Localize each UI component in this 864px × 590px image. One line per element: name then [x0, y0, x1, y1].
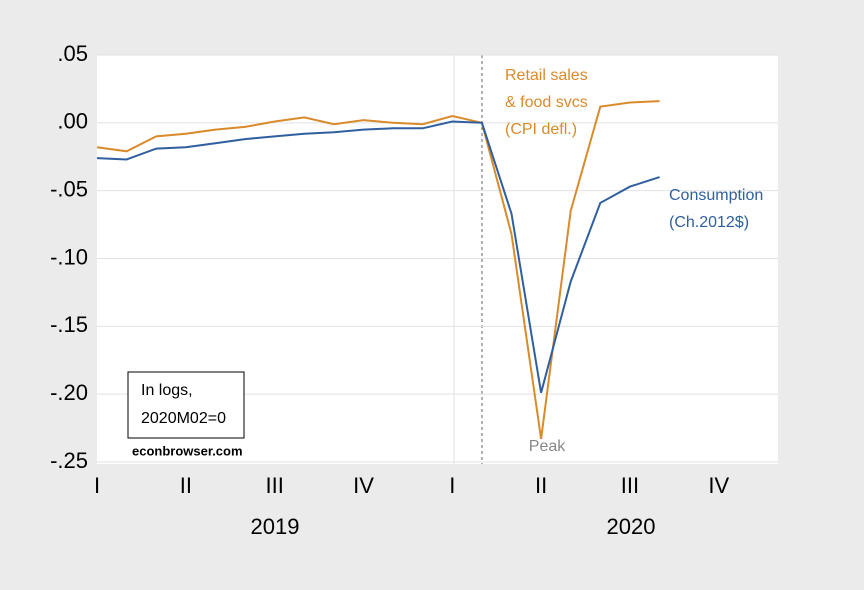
- series-label: (CPI defl.): [505, 121, 577, 138]
- series-label: & food svcs: [505, 94, 588, 111]
- series-line: [96, 120, 660, 394]
- series-line: [96, 100, 660, 440]
- series-label: (Ch.2012$): [669, 214, 749, 231]
- year-label: 2019: [251, 514, 300, 539]
- note-box: [127, 371, 245, 439]
- x-tick-label: I: [449, 473, 455, 498]
- x-tick-label: II: [535, 473, 547, 498]
- y-tick-label: .00: [57, 109, 88, 134]
- source: econbrowser.com: [132, 443, 243, 458]
- y-tick-label: -.10: [50, 244, 88, 269]
- x-tick-label: III: [621, 473, 639, 498]
- series-label: Consumption: [669, 187, 763, 204]
- lines: [96, 100, 660, 440]
- x-tick-label: I: [94, 473, 100, 498]
- x-tick-label: III: [265, 473, 283, 498]
- y-tick-label: -.05: [50, 176, 88, 201]
- x-tick-label: IV: [353, 473, 374, 498]
- y-tick-label: -.15: [50, 312, 88, 337]
- y-tick-label: .05: [57, 41, 88, 66]
- note-text: In logs,: [141, 382, 193, 399]
- x-tick-label: IV: [708, 473, 729, 498]
- y-tick-label: -.20: [50, 380, 88, 405]
- note-text: 2020M02=0: [141, 410, 226, 427]
- series-label: Retail sales: [505, 67, 588, 84]
- grid: [97, 54, 778, 463]
- x-tick-label: II: [180, 473, 192, 498]
- year-label: 2020: [607, 514, 656, 539]
- peak-label: Peak: [529, 438, 566, 455]
- y-tick-label: -.25: [50, 448, 88, 473]
